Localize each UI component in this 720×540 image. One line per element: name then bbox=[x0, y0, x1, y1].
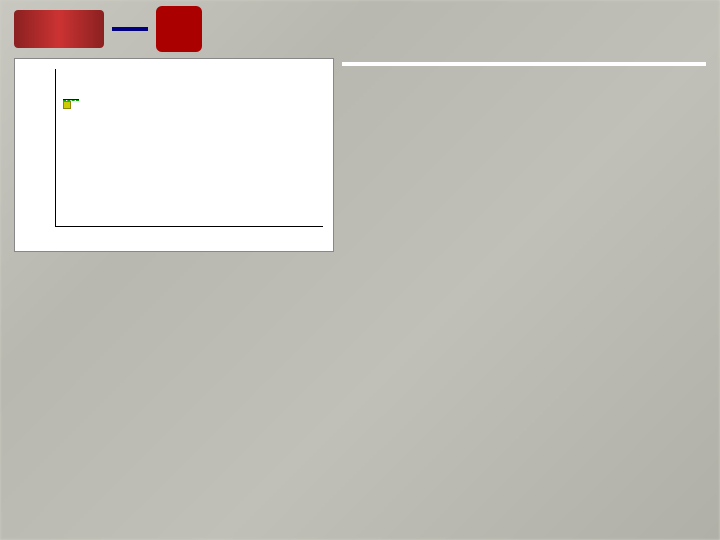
osu-logo bbox=[156, 6, 202, 52]
babar-logo bbox=[14, 10, 104, 48]
mass-plot bbox=[14, 58, 334, 252]
slide-title bbox=[112, 27, 148, 31]
results-table bbox=[342, 62, 706, 66]
